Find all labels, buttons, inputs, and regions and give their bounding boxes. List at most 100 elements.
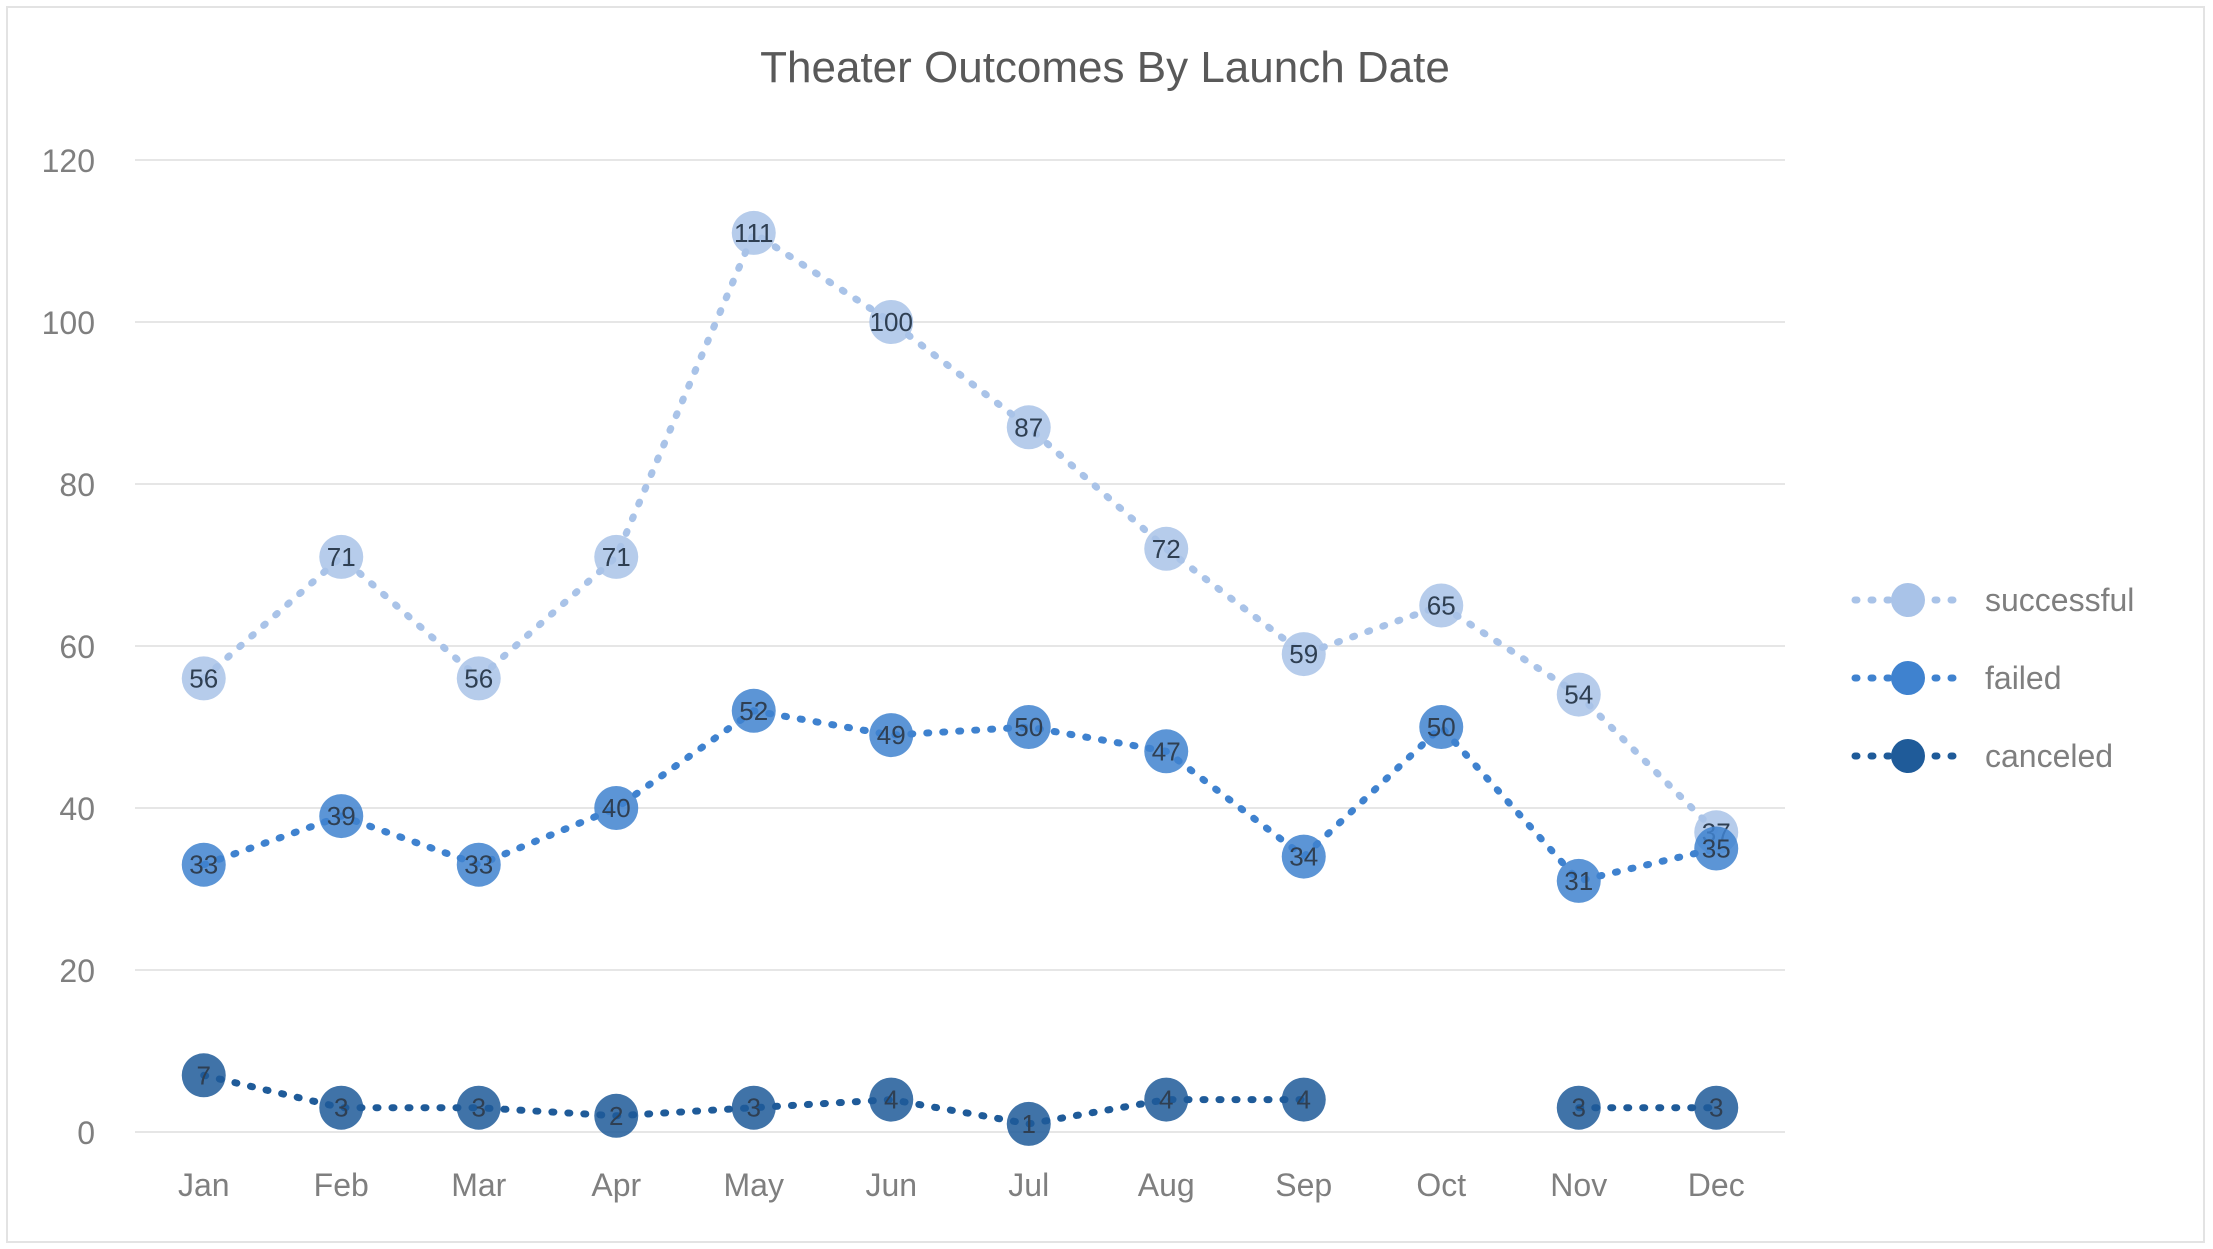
data-point-failed: [1006, 705, 1051, 749]
data-label-failed: 31: [1564, 866, 1593, 896]
data-label-successful: 72: [1152, 534, 1181, 564]
data-point-canceled: [1006, 1101, 1051, 1146]
data-point-failed: [319, 794, 364, 839]
data-label-canceled: 3: [747, 1093, 761, 1123]
data-point-failed: [1144, 729, 1189, 774]
data-label-failed: 50: [1427, 712, 1456, 742]
data-label-failed: 33: [189, 850, 218, 880]
x-tick-label: Mar: [451, 1167, 506, 1203]
x-tick-label: Aug: [1138, 1167, 1195, 1203]
data-label-failed: 39: [327, 801, 356, 831]
data-label-canceled: 4: [1297, 1085, 1311, 1115]
data-point-successful: [1556, 672, 1601, 717]
data-label-successful: 87: [1014, 412, 1043, 442]
data-point-failed: [594, 786, 639, 830]
y-tick-label: 20: [59, 953, 95, 989]
x-tick-label: Oct: [1416, 1167, 1466, 1203]
series-lines: [200, 227, 1720, 1128]
x-tick-label: Sep: [1275, 1167, 1332, 1203]
data-label-successful: 111: [734, 218, 774, 248]
data-point-successful: [1281, 632, 1326, 677]
x-tick-label: May: [724, 1167, 784, 1203]
data-label-successful: 59: [1289, 639, 1318, 669]
data-point-failed: [731, 688, 776, 733]
data-label-failed: 49: [877, 720, 906, 750]
chart-frame: [6, 6, 2205, 1243]
data-points: 5671567111110087725965543733393340524950…: [181, 210, 1739, 1146]
x-tick-label: Jul: [1008, 1167, 1049, 1203]
data-label-canceled: 2: [609, 1101, 623, 1131]
legend-marker-failed: [1891, 661, 1925, 695]
data-point-failed: [456, 842, 501, 887]
data-label-successful: 71: [327, 542, 356, 572]
data-label-canceled: 1: [1022, 1109, 1036, 1139]
data-label-canceled: 7: [197, 1060, 211, 1090]
y-tick-label: 120: [42, 143, 95, 179]
data-point-failed: [1694, 826, 1739, 871]
data-label-failed: 50: [1014, 712, 1043, 742]
data-point-canceled: [181, 1053, 226, 1098]
data-point-failed: [181, 842, 226, 887]
data-point-canceled: [1694, 1085, 1739, 1130]
legend-label-canceled: canceled: [1985, 738, 2113, 774]
legend: successful failed canceled: [1851, 582, 2134, 774]
data-label-failed: 34: [1289, 842, 1318, 872]
legend-label-failed: failed: [1985, 660, 2062, 696]
data-point-successful: [1419, 583, 1464, 628]
series-line-successful: [200, 227, 1720, 836]
chart-title: Theater Outcomes By Launch Date: [760, 43, 1450, 92]
data-point-successful: [731, 210, 776, 255]
data-point-successful: [1006, 405, 1051, 450]
x-tick-label: Feb: [314, 1167, 369, 1203]
data-point-canceled: [1556, 1085, 1601, 1130]
data-label-failed: 52: [739, 696, 768, 726]
data-label-failed: 47: [1152, 736, 1181, 766]
data-point-canceled: [731, 1085, 776, 1130]
data-point-failed: [1281, 834, 1326, 879]
data-label-canceled: 3: [1709, 1093, 1723, 1123]
data-label-successful: 71: [602, 542, 631, 572]
data-point-failed: [869, 713, 914, 758]
data-point-successful: [869, 300, 914, 344]
data-point-canceled: [1144, 1077, 1189, 1122]
data-point-canceled: [1281, 1077, 1326, 1122]
x-tick-label: Nov: [1550, 1167, 1607, 1203]
data-label-canceled: 3: [1572, 1093, 1586, 1123]
data-point-successful: [319, 534, 364, 579]
data-point-successful: [1144, 526, 1189, 571]
data-label-canceled: 4: [884, 1085, 898, 1115]
data-label-failed: 35: [1702, 834, 1731, 864]
data-label-canceled: 3: [472, 1093, 486, 1123]
y-tick-label: 80: [59, 467, 95, 503]
data-point-failed: [1556, 858, 1601, 903]
data-label-successful: 65: [1427, 591, 1456, 621]
data-point-canceled: [594, 1093, 639, 1138]
data-label-successful: 56: [189, 663, 218, 693]
series-line-canceled: [200, 1071, 1308, 1128]
legend-marker-successful: [1891, 583, 1925, 617]
data-label-successful: 54: [1564, 680, 1593, 710]
data-label-canceled: 4: [1159, 1085, 1173, 1115]
data-point-successful: [594, 534, 639, 579]
legend-label-successful: successful: [1985, 582, 2134, 618]
y-tick-label: 100: [42, 305, 95, 341]
data-point-canceled: [869, 1077, 914, 1122]
data-label-canceled: 3: [334, 1093, 348, 1123]
y-tick-label: 0: [77, 1115, 95, 1151]
data-point-successful: [181, 656, 226, 701]
y-axis-labels: 0 20 40 60 80 100 120: [42, 143, 95, 1151]
data-label-failed: 40: [602, 793, 631, 823]
x-tick-label: Jan: [178, 1167, 230, 1203]
data-point-successful: [456, 656, 501, 701]
data-point-failed: [1419, 705, 1464, 749]
x-tick-label: Jun: [865, 1167, 917, 1203]
gridlines: [135, 159, 1785, 1133]
y-tick-label: 60: [59, 629, 95, 665]
y-tick-label: 40: [59, 791, 95, 827]
x-axis-labels: Jan Feb Mar Apr May Jun Jul Aug Sep Oct Nov Dec: [178, 1167, 1745, 1203]
data-point-canceled: [456, 1085, 501, 1130]
data-point-canceled: [319, 1085, 364, 1130]
x-tick-label: Dec: [1688, 1167, 1745, 1203]
x-tick-label: Apr: [591, 1167, 641, 1203]
